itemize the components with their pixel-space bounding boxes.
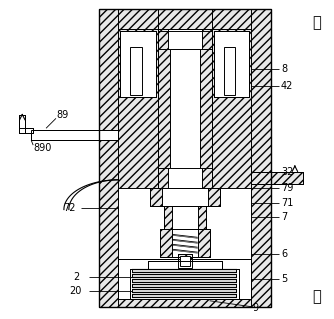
Bar	[142, 47, 154, 94]
Bar	[99, 9, 271, 29]
Text: 79: 79	[281, 183, 293, 193]
Text: 7: 7	[281, 212, 287, 222]
Bar	[99, 9, 119, 307]
Bar	[19, 115, 25, 133]
Bar	[158, 29, 212, 188]
Bar	[212, 29, 251, 188]
Bar	[235, 47, 247, 94]
Bar	[158, 9, 212, 31]
Bar	[251, 9, 271, 307]
Bar	[213, 31, 249, 97]
Bar	[119, 259, 251, 299]
Bar	[162, 188, 208, 205]
Bar	[130, 269, 239, 299]
Bar	[158, 49, 170, 168]
Bar	[200, 49, 212, 168]
Bar	[119, 259, 251, 299]
Text: 72: 72	[63, 203, 75, 212]
Bar	[160, 229, 210, 257]
Bar	[99, 287, 271, 307]
Bar	[223, 47, 235, 94]
Bar	[150, 188, 219, 205]
Text: 前: 前	[312, 289, 321, 304]
Bar	[178, 254, 192, 268]
Bar	[121, 31, 156, 97]
Text: 8: 8	[281, 64, 287, 74]
Bar	[251, 172, 303, 184]
Bar	[178, 254, 192, 268]
Bar	[148, 261, 221, 271]
Text: 42: 42	[281, 81, 293, 91]
Bar	[158, 9, 212, 31]
Text: 71: 71	[281, 198, 293, 208]
Bar	[130, 269, 239, 299]
Text: 89: 89	[56, 110, 68, 120]
Text: 32: 32	[281, 167, 293, 177]
Bar	[164, 205, 206, 229]
Bar	[160, 229, 172, 257]
Bar	[160, 229, 210, 257]
Bar	[31, 130, 119, 140]
Bar	[19, 128, 33, 133]
Text: 2: 2	[73, 272, 79, 282]
Bar	[170, 49, 200, 168]
Bar	[130, 47, 142, 94]
Text: 9: 9	[252, 303, 259, 313]
Bar	[119, 29, 158, 188]
Bar	[19, 115, 25, 133]
Bar	[168, 29, 202, 188]
Bar	[31, 130, 119, 140]
Bar	[150, 188, 219, 205]
Bar	[99, 9, 271, 307]
Text: 20: 20	[69, 286, 81, 296]
Bar	[158, 29, 212, 188]
Bar	[172, 205, 198, 229]
Text: 5: 5	[281, 274, 287, 284]
Bar	[148, 261, 221, 271]
Text: 后: 后	[312, 15, 321, 30]
Bar	[121, 47, 130, 94]
Text: 890: 890	[33, 143, 51, 153]
Text: 6: 6	[281, 249, 287, 259]
Bar	[213, 47, 223, 94]
Bar	[180, 256, 190, 266]
Bar	[251, 172, 303, 184]
Bar	[164, 205, 206, 229]
Bar	[198, 229, 210, 257]
Bar	[19, 128, 33, 133]
Bar	[121, 31, 156, 97]
Bar	[213, 31, 249, 97]
